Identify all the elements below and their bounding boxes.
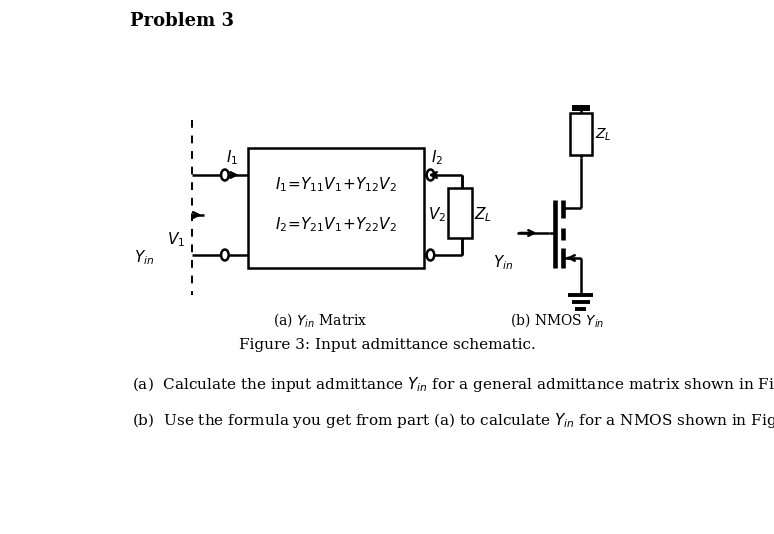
Text: $I_1$: $I_1$ xyxy=(226,148,238,167)
Bar xyxy=(248,148,424,268)
Text: $I_2$: $I_2$ xyxy=(431,148,444,167)
Bar xyxy=(448,188,472,238)
Text: Problem 3: Problem 3 xyxy=(130,12,234,30)
Text: $V_2$: $V_2$ xyxy=(428,206,447,224)
Text: $I_1\!=\!Y_{11}V_1\!+\!Y_{12}V_2$: $I_1\!=\!Y_{11}V_1\!+\!Y_{12}V_2$ xyxy=(275,176,397,194)
Text: $V_1$: $V_1$ xyxy=(167,231,186,249)
Text: $Z_L$: $Z_L$ xyxy=(594,127,611,143)
Text: $Y_{in}$: $Y_{in}$ xyxy=(134,249,154,268)
Text: Figure 3: Input admittance schematic.: Figure 3: Input admittance schematic. xyxy=(238,338,536,352)
Text: (b)  Use the formula you get from part (a) to calculate $Y_{in}$ for a NMOS show: (b) Use the formula you get from part (a… xyxy=(132,411,774,429)
Text: $Y_{in}$: $Y_{in}$ xyxy=(493,254,513,272)
Text: $I_2\!=\!Y_{21}V_1\!+\!Y_{22}V_2$: $I_2\!=\!Y_{21}V_1\!+\!Y_{22}V_2$ xyxy=(275,216,397,234)
Bar xyxy=(570,113,592,155)
Text: (a)  Calculate the input admittance $Y_{in}$ for a general admittance matrix sho: (a) Calculate the input admittance $Y_{i… xyxy=(132,375,774,395)
Text: $Z_L$: $Z_L$ xyxy=(474,206,492,224)
Text: (a) $Y_{in}$ Matrix: (a) $Y_{in}$ Matrix xyxy=(273,311,368,329)
Text: (b) NMOS $Y_{in}$: (b) NMOS $Y_{in}$ xyxy=(510,311,604,329)
